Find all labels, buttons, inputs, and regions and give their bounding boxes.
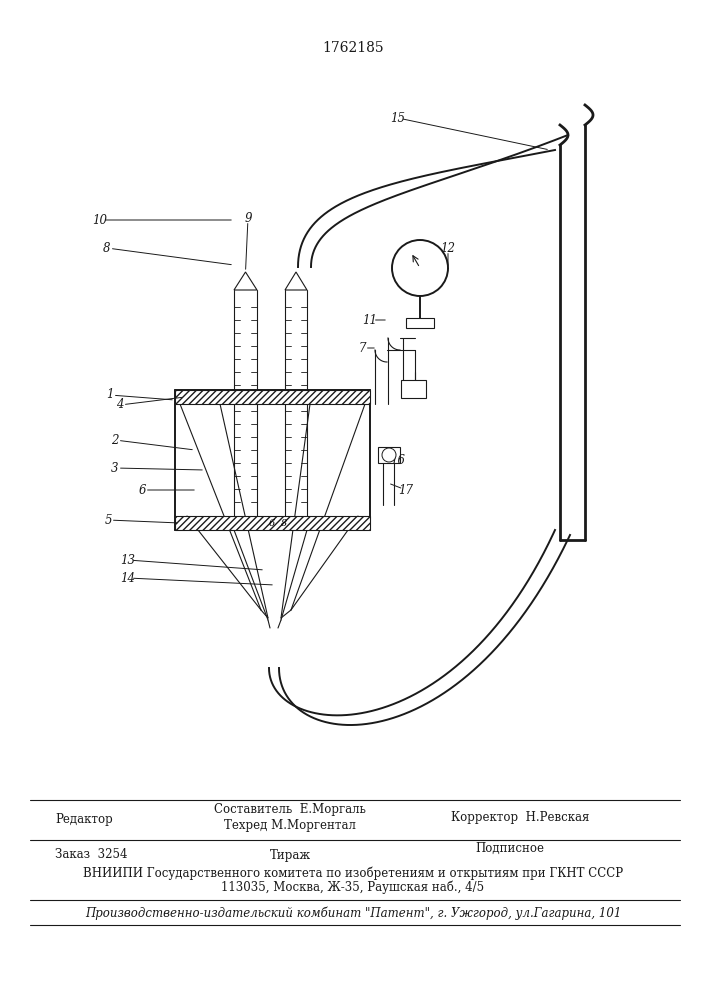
Text: 15: 15: [390, 111, 406, 124]
Text: 4: 4: [116, 398, 124, 412]
Text: 7: 7: [358, 342, 366, 355]
Text: 9: 9: [244, 212, 252, 225]
Bar: [406, 318, 434, 328]
Text: Производственно-издательский комбинат "Патент", г. Ужгород, ул.Гагарина, 101: Производственно-издательский комбинат "П…: [85, 906, 621, 920]
Bar: [175, 516, 370, 530]
Circle shape: [382, 448, 396, 462]
Text: 113035, Москва, Ж-35, Раушская наб., 4/5: 113035, Москва, Ж-35, Раушская наб., 4/5: [221, 880, 484, 894]
Text: 14: 14: [120, 572, 136, 584]
Circle shape: [392, 240, 448, 296]
Text: Заказ  3254: Заказ 3254: [55, 848, 127, 861]
Bar: [175, 390, 370, 404]
Text: 5: 5: [104, 514, 112, 526]
Text: 11: 11: [363, 314, 378, 326]
Text: ВНИИПИ Государственного комитета по изобретениям и открытиям при ГКНТ СССР: ВНИИПИ Государственного комитета по изоб…: [83, 866, 623, 880]
Text: Подписное: Подписное: [476, 842, 544, 854]
Text: 8: 8: [281, 518, 287, 528]
Text: 2: 2: [111, 434, 119, 446]
Polygon shape: [234, 272, 257, 290]
Text: 10: 10: [93, 214, 107, 227]
Text: 12: 12: [440, 241, 455, 254]
Text: 16: 16: [390, 454, 406, 466]
Text: 3: 3: [111, 462, 119, 475]
Polygon shape: [285, 272, 307, 290]
Text: 1762185: 1762185: [322, 41, 384, 55]
Text: 6: 6: [269, 518, 275, 528]
Text: 1: 1: [106, 388, 114, 401]
Text: Тираж: Тираж: [269, 848, 310, 861]
Text: 17: 17: [399, 484, 414, 496]
Text: Редактор: Редактор: [55, 814, 112, 826]
Bar: [401, 380, 426, 398]
Text: Составитель  Е.Моргаль: Составитель Е.Моргаль: [214, 804, 366, 816]
Text: 6: 6: [139, 484, 146, 496]
Text: Техред М.Моргентал: Техред М.Моргентал: [224, 818, 356, 832]
Bar: [378, 447, 400, 463]
Text: Корректор  Н.Ревская: Корректор Н.Ревская: [451, 812, 589, 824]
Text: 13: 13: [120, 554, 136, 566]
Text: 8: 8: [103, 241, 111, 254]
